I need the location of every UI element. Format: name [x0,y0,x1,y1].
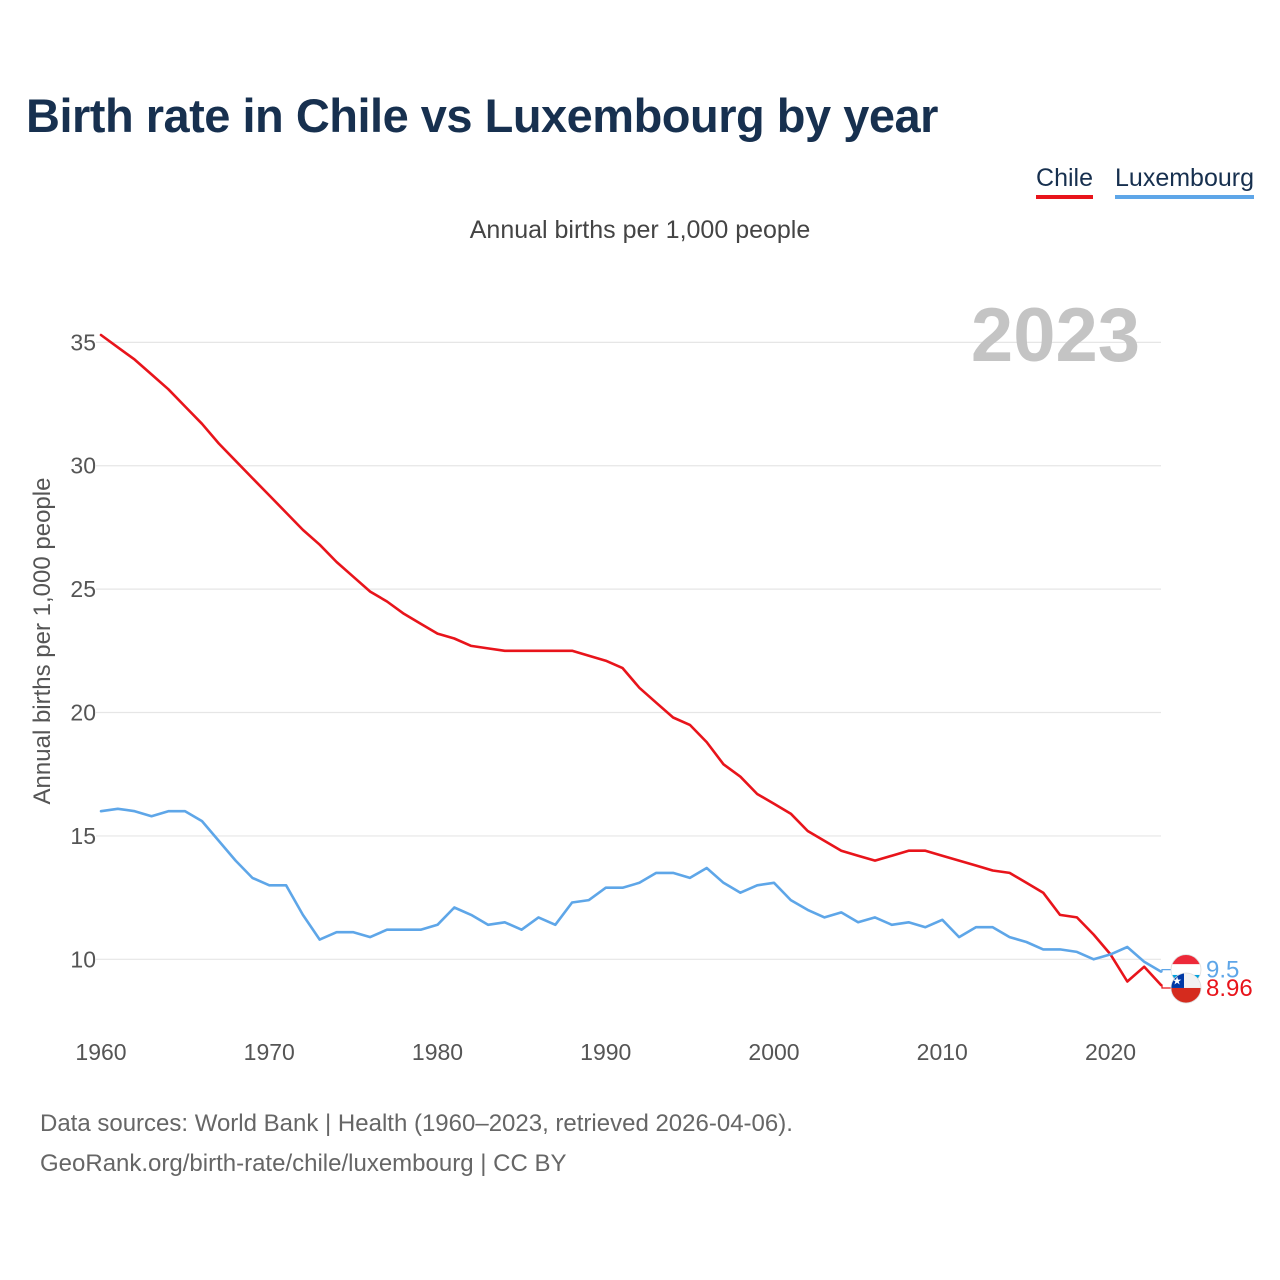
data-sources: Data sources: World Bank | Health (1960–… [40,1104,793,1184]
gridlines [96,341,1161,960]
series-line-luxembourg[interactable] [99,807,1163,973]
x-tick-label: 2000 [748,1039,799,1065]
y-tick-label: 10 [70,946,96,972]
y-tick-label: 35 [70,329,96,355]
sources-url[interactable]: GeoRank.org/birth-rate/chile/luxembourg … [40,1150,567,1177]
x-tick-label: 1980 [412,1039,463,1065]
x-tick-label: 1960 [75,1039,126,1065]
y-tick-labels: 10 15 20 25 30 35 [70,329,96,972]
x-tick-label: 2010 [917,1039,968,1065]
x-tick-label: 1970 [244,1039,295,1065]
series-line-chile[interactable] [99,333,1163,987]
y-axis-label: Annual births per 1,000 people [29,478,56,805]
connector-luxembourg [1161,968,1171,973]
end-markers: ★ 9.58.96 [1161,954,1253,1004]
x-tick-label: 1990 [580,1039,631,1065]
series-lines [99,333,1163,987]
y-tick-label: 15 [70,823,96,849]
y-tick-label: 30 [70,453,96,479]
x-tick-labels: 1960 1970 1980 1990 2000 2010 2020 [75,1039,1136,1065]
sources-line: Data sources: World Bank | Health (1960–… [40,1110,793,1137]
end-value-chile: 8.96 [1206,975,1253,1002]
svg-text:★: ★ [1172,974,1182,987]
end-value-luxembourg: 9.5 [1206,957,1239,984]
chart-subtitle: Annual births per 1,000 people [469,216,811,244]
legend-item-chile[interactable]: Chile [1036,164,1094,199]
chart-title: Birth rate in Chile vs Luxembourg by yea… [26,89,938,142]
legend-item-luxembourg[interactable]: Luxembourg [1115,164,1254,199]
year-label: 2023 [971,293,1140,378]
y-tick-label: 25 [70,576,96,602]
y-tick-label: 20 [70,700,96,726]
connector-chile [1161,984,1171,989]
legend: Chile Luxembourg [1036,164,1254,199]
x-tick-label: 2020 [1085,1039,1136,1065]
